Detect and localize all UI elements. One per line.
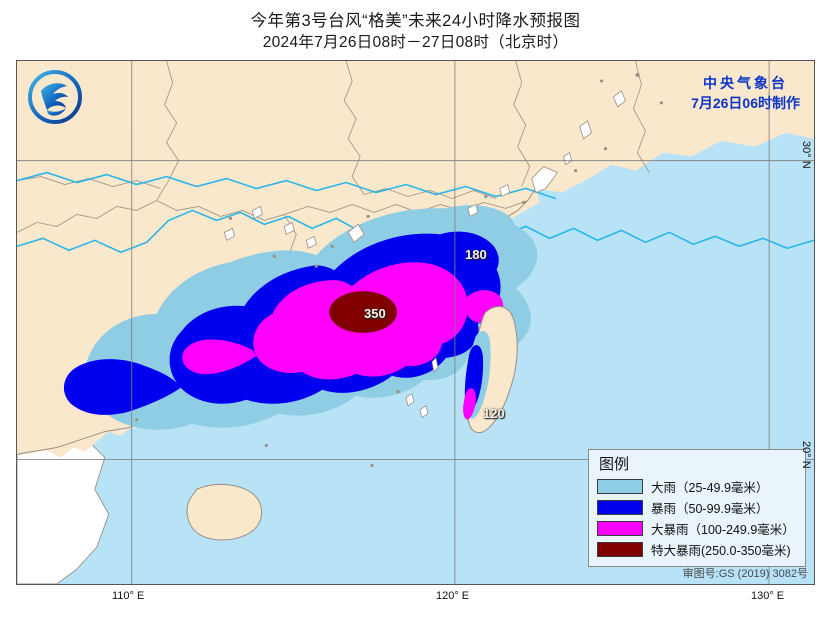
legend-item-heavy-rainstorm: 大暴雨（100-249.9毫米）: [597, 518, 797, 539]
legend-swatch-heavy-rain: [597, 479, 643, 494]
forecast-map[interactable]: 中央气象台 7月26日06时制作 350 180 120 图例 大雨（25-49…: [16, 60, 815, 585]
map-approval-number: 审图号:GS (2019) 3082号: [682, 568, 808, 580]
legend-label-extreme-rainstorm: 特大暴雨(250.0-350毫米): [651, 544, 791, 558]
map-canvas: [17, 61, 814, 584]
title-line-1: 今年第3号台风“格美”未来24小时降水预报图: [250, 12, 581, 30]
legend-label-rainstorm: 暴雨（50-99.9毫米）: [651, 502, 769, 516]
lon-label-130e: 130° E: [751, 590, 785, 602]
legend-swatch-heavy-rainstorm: [597, 521, 643, 536]
legend-item-rainstorm: 暴雨（50-99.9毫米）: [597, 497, 797, 518]
legend-swatch-extreme-rainstorm: [597, 542, 643, 557]
legend-label-heavy-rain: 大雨（25-49.9毫米）: [651, 481, 769, 495]
agency-name: 中央气象台: [703, 75, 789, 91]
contour-label-350: 350: [364, 306, 386, 321]
page-title: 今年第3号台风“格美”未来24小时降水预报图 2024年7月26日08时－27日…: [0, 10, 831, 54]
agency-block: 中央气象台 7月26日06时制作: [691, 73, 800, 113]
agency-issue-time: 7月26日06时制作: [691, 95, 800, 111]
legend-title: 图例: [599, 456, 630, 473]
lon-label-120e: 120° E: [436, 590, 470, 602]
lon-label-110e: 110° E: [112, 590, 145, 602]
cma-logo-icon: [28, 70, 82, 124]
legend-swatch-rainstorm: [597, 500, 643, 515]
legend-item-heavy-rain: 大雨（25-49.9毫米）: [597, 476, 797, 497]
legend-label-heavy-rainstorm: 大暴雨（100-249.9毫米）: [651, 523, 795, 537]
contour-label-120: 120: [483, 406, 505, 421]
title-line-2: 2024年7月26日08时－27日08时（北京时）: [262, 34, 569, 51]
legend-item-extreme-rainstorm: 特大暴雨(250.0-350毫米): [597, 539, 797, 560]
contour-label-180: 180: [465, 247, 487, 262]
lat-label-30n: 30° N: [800, 141, 812, 169]
lat-label-20n: 20° N: [800, 441, 812, 469]
legend-box: 图例 大雨（25-49.9毫米） 暴雨（50-99.9毫米） 大暴雨（100-2…: [588, 449, 806, 567]
